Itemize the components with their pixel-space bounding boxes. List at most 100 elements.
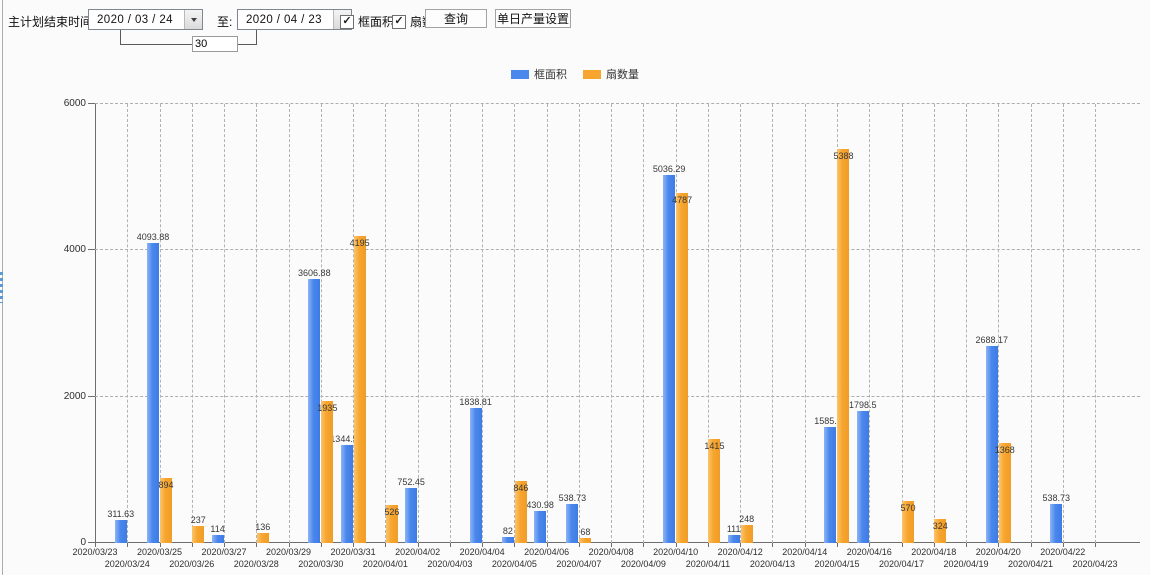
window-edge-accent (0, 272, 3, 303)
x-axis-label: 2020/04/13 (749, 559, 795, 569)
chevron-down-icon (190, 17, 197, 22)
bar-value-label: 2688.17 (975, 335, 1009, 346)
x-axis-label: 2020/03/23 (72, 547, 118, 557)
x-axis-label: 2020/03/30 (298, 559, 344, 569)
y-tick (88, 103, 95, 104)
v-gridline (643, 104, 645, 543)
x-tick (417, 543, 419, 547)
v-gridline (707, 104, 709, 543)
bar-frame-area (340, 444, 353, 543)
bar-value-label: 4787 (672, 194, 693, 205)
bar-value-label: 526 (384, 506, 400, 517)
x-axis-label: 2020/04/20 (975, 547, 1021, 557)
v-gridline (256, 104, 258, 543)
x-tick (288, 543, 290, 547)
bar-frame-area (405, 487, 418, 543)
to-label: 至: (217, 15, 233, 29)
bar-fan-count (256, 533, 269, 543)
bar-value-label: 538.73 (1042, 492, 1071, 503)
bar-fan-count (902, 501, 914, 543)
x-tick (707, 543, 709, 547)
date-to-picker[interactable]: 2020 / 04 / 23 (237, 9, 352, 30)
x-tick (740, 543, 742, 547)
bar-value-label: 5036.29 (652, 163, 686, 174)
bar-fan-count (514, 481, 527, 543)
h-gridline (95, 249, 1140, 251)
bar-value-label: 1585.96 (814, 415, 847, 426)
x-tick (901, 543, 903, 547)
bar-fan-count (708, 439, 721, 543)
x-axis-label: 2020/03/28 (233, 559, 279, 569)
y-axis-label: 6000 (63, 98, 86, 109)
bar-value-label: 538.73 (558, 492, 587, 503)
bar-value-label: 1344.95 (330, 433, 363, 444)
x-axis-label: 2020/04/19 (943, 559, 989, 569)
bar-value-label: 1838.81 (459, 397, 492, 408)
date-to-value: 2020 / 04 / 23 (246, 13, 322, 26)
bar-value-label: 248 (739, 513, 755, 524)
date-from-picker[interactable]: 2020 / 03 / 24 (88, 9, 203, 30)
bar-frame-area (114, 520, 127, 543)
x-axis-label: 2020/04/14 (782, 547, 828, 557)
bar-fan-count (160, 477, 173, 543)
x-axis-label: 2020/04/10 (653, 547, 699, 557)
x-axis-label: 2020/04/22 (1040, 547, 1086, 557)
x-axis-label: 2020/04/05 (491, 559, 537, 569)
bar-value-label: 324 (932, 521, 948, 532)
bar-fan-count (353, 236, 366, 543)
bar-fan-count (579, 538, 592, 543)
x-axis-label: 2020/04/12 (717, 547, 763, 557)
v-gridline (998, 104, 1000, 543)
days-input[interactable] (192, 36, 238, 52)
daily-output-settings-button[interactable]: 单日产量设置 (495, 9, 571, 28)
bar-frame-area (534, 511, 547, 543)
x-axis-label: 2020/04/09 (620, 559, 666, 569)
checkbox-icon (340, 14, 354, 29)
checkbox-frame-area[interactable]: 框面积 (340, 13, 394, 30)
v-gridline (449, 104, 451, 543)
x-tick (224, 543, 226, 547)
legend-swatch-icon (511, 69, 529, 79)
x-tick (643, 543, 645, 547)
y-axis-line (95, 104, 96, 543)
x-tick (772, 543, 774, 547)
x-axis-label: 2020/04/01 (362, 559, 408, 569)
bar-frame-area (211, 534, 224, 543)
bracket-line (256, 30, 257, 45)
bar-frame-area (308, 279, 321, 543)
date-from-dropdown-button[interactable] (184, 10, 202, 29)
x-tick (514, 543, 516, 547)
x-axis-label: 2020/04/07 (556, 559, 602, 569)
bar-value-label: 111 (726, 523, 741, 534)
bar-value-label: 4093.88 (136, 232, 170, 243)
bar-frame-area (985, 346, 998, 543)
bar-fan-count (837, 148, 850, 543)
v-gridline (933, 104, 935, 543)
y-tick (88, 249, 95, 251)
v-gridline (1062, 104, 1064, 543)
v-gridline (417, 104, 419, 543)
x-tick (353, 543, 355, 547)
bar-frame-area (566, 503, 579, 543)
v-gridline (385, 104, 387, 543)
x-axis-label: 2020/03/29 (266, 547, 312, 557)
bar-value-label: 82 (502, 526, 513, 537)
v-gridline (1030, 104, 1032, 543)
bar-frame-area (147, 243, 160, 543)
bar-value-label: 894 (158, 479, 174, 490)
v-gridline (546, 104, 548, 543)
bracket-line (237, 44, 257, 45)
bar-frame-area (727, 534, 740, 543)
x-tick (675, 543, 677, 547)
x-axis-label: 2020/04/04 (459, 547, 505, 557)
bar-value-label: 68 (580, 527, 591, 538)
bar-frame-area (1050, 503, 1063, 543)
x-tick (256, 543, 258, 547)
y-tick (88, 395, 95, 397)
x-tick (966, 543, 968, 547)
bar-fan-count (192, 525, 205, 543)
y-axis-label: 4000 (63, 244, 86, 256)
v-gridline (127, 104, 129, 543)
x-axis-label: 2020/04/06 (524, 547, 570, 557)
query-button[interactable]: 查询 (425, 9, 487, 28)
